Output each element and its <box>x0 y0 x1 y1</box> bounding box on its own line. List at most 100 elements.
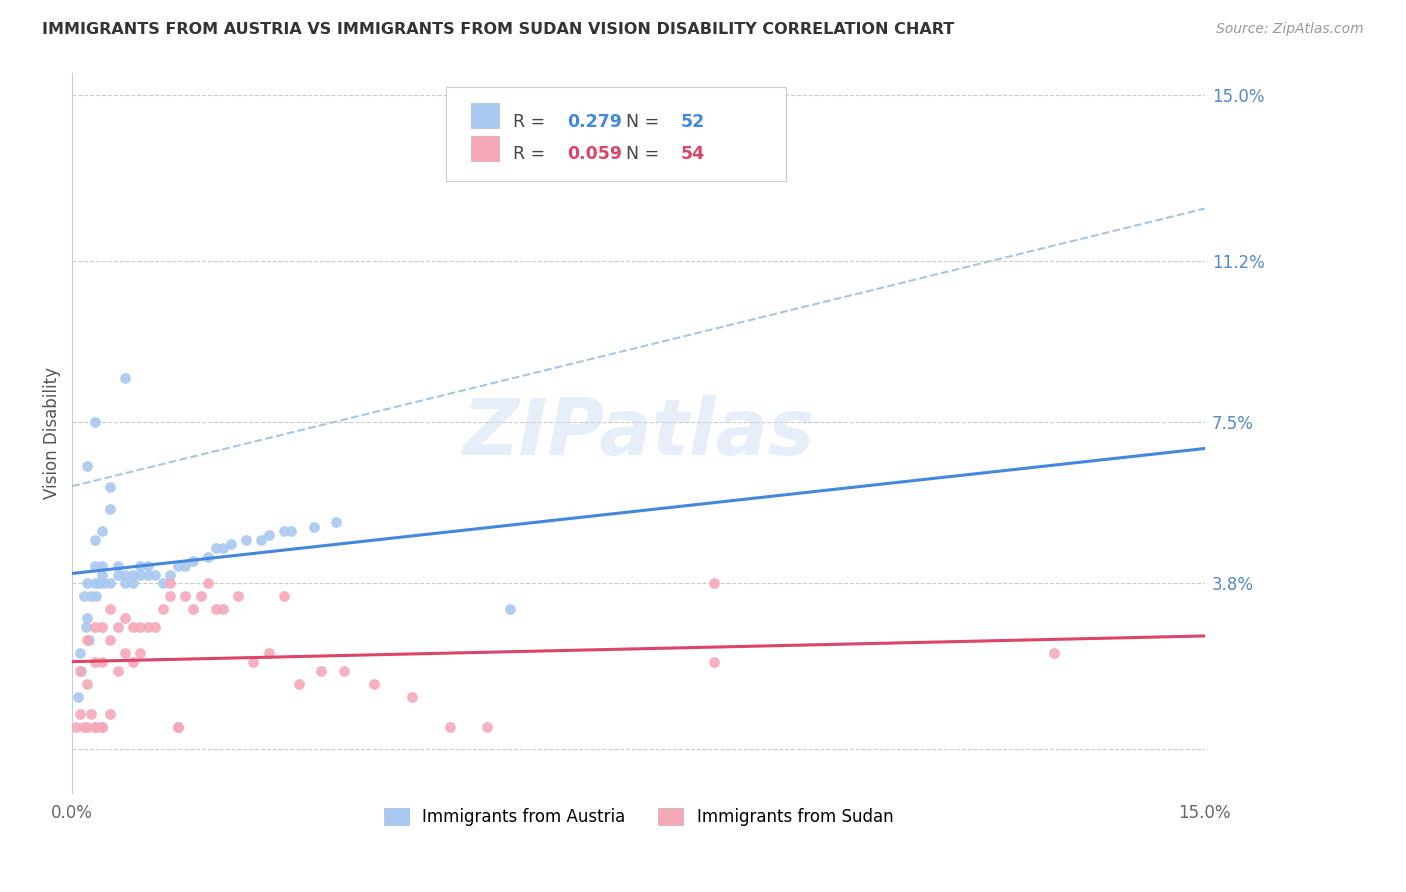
Point <box>107 664 129 678</box>
Point <box>87 576 110 591</box>
Point <box>143 620 166 634</box>
Text: R =: R = <box>513 113 551 131</box>
Point <box>302 519 325 533</box>
Point <box>219 537 242 551</box>
Point <box>114 646 136 660</box>
Point <box>114 567 136 582</box>
Point <box>114 576 136 591</box>
Point <box>83 720 105 734</box>
Point <box>69 664 91 678</box>
Point <box>159 576 181 591</box>
Text: Source: ZipAtlas.com: Source: ZipAtlas.com <box>1216 22 1364 37</box>
Point <box>181 602 204 616</box>
Point <box>190 590 212 604</box>
Point <box>477 720 499 734</box>
Point <box>69 707 91 722</box>
Point <box>257 528 280 542</box>
Point <box>76 611 98 625</box>
Point <box>228 590 250 604</box>
Point <box>197 576 219 591</box>
Point <box>76 676 98 690</box>
Point <box>143 567 166 582</box>
Y-axis label: Vision Disability: Vision Disability <box>44 367 60 499</box>
Point <box>98 632 121 647</box>
Point <box>67 690 90 704</box>
Point <box>83 720 105 734</box>
Point <box>129 646 152 660</box>
Point <box>114 611 136 625</box>
Point <box>250 533 273 547</box>
Point <box>333 664 356 678</box>
Point <box>129 620 152 634</box>
Point <box>152 602 174 616</box>
Point <box>91 558 114 573</box>
Point <box>174 558 197 573</box>
Point <box>80 590 103 604</box>
Point <box>107 567 129 582</box>
Point <box>121 655 143 669</box>
Point <box>257 646 280 660</box>
Point <box>159 590 181 604</box>
Point <box>204 602 226 616</box>
FancyBboxPatch shape <box>471 136 499 161</box>
Point <box>212 541 235 556</box>
Point <box>703 576 725 591</box>
Point <box>136 558 159 573</box>
Point <box>136 567 159 582</box>
FancyBboxPatch shape <box>446 87 786 181</box>
Text: 0.279: 0.279 <box>567 113 621 131</box>
Point <box>86 590 108 604</box>
Point <box>65 720 87 734</box>
Point <box>204 541 226 556</box>
Point <box>76 720 98 734</box>
Point <box>98 707 121 722</box>
Point <box>167 720 190 734</box>
Point <box>363 676 385 690</box>
Point <box>107 558 129 573</box>
Point <box>121 567 143 582</box>
Point <box>703 655 725 669</box>
Point <box>325 515 347 529</box>
Point <box>129 558 152 573</box>
Point <box>499 602 522 616</box>
Point <box>83 415 105 429</box>
FancyBboxPatch shape <box>471 103 499 128</box>
Point <box>69 646 91 660</box>
Point <box>439 720 461 734</box>
Point <box>76 576 98 591</box>
Point <box>107 620 129 634</box>
Text: 0.059: 0.059 <box>567 145 621 163</box>
Point <box>174 590 197 604</box>
Point <box>83 533 105 547</box>
Text: ZIPatlas: ZIPatlas <box>463 395 814 471</box>
Point <box>181 554 204 568</box>
Point <box>98 502 121 516</box>
Point <box>83 620 105 634</box>
Point <box>273 524 295 538</box>
Text: 52: 52 <box>681 113 704 131</box>
Point <box>98 480 121 494</box>
Point <box>287 676 309 690</box>
Point <box>91 567 114 582</box>
Text: R =: R = <box>513 145 551 163</box>
Point <box>197 550 219 565</box>
Point <box>121 576 143 591</box>
Point <box>136 620 159 634</box>
Point <box>93 576 115 591</box>
Point <box>280 524 302 538</box>
Point <box>98 576 121 591</box>
Point <box>83 576 105 591</box>
Point <box>167 720 190 734</box>
Point <box>152 576 174 591</box>
Point <box>91 655 114 669</box>
Point <box>235 533 257 547</box>
Point <box>83 558 105 573</box>
Point <box>91 524 114 538</box>
Text: N =: N = <box>626 145 665 163</box>
Point <box>401 690 423 704</box>
Text: IMMIGRANTS FROM AUSTRIA VS IMMIGRANTS FROM SUDAN VISION DISABILITY CORRELATION C: IMMIGRANTS FROM AUSTRIA VS IMMIGRANTS FR… <box>42 22 955 37</box>
Point <box>273 590 295 604</box>
Point <box>76 632 98 647</box>
Point <box>75 620 97 634</box>
Point <box>91 620 114 634</box>
